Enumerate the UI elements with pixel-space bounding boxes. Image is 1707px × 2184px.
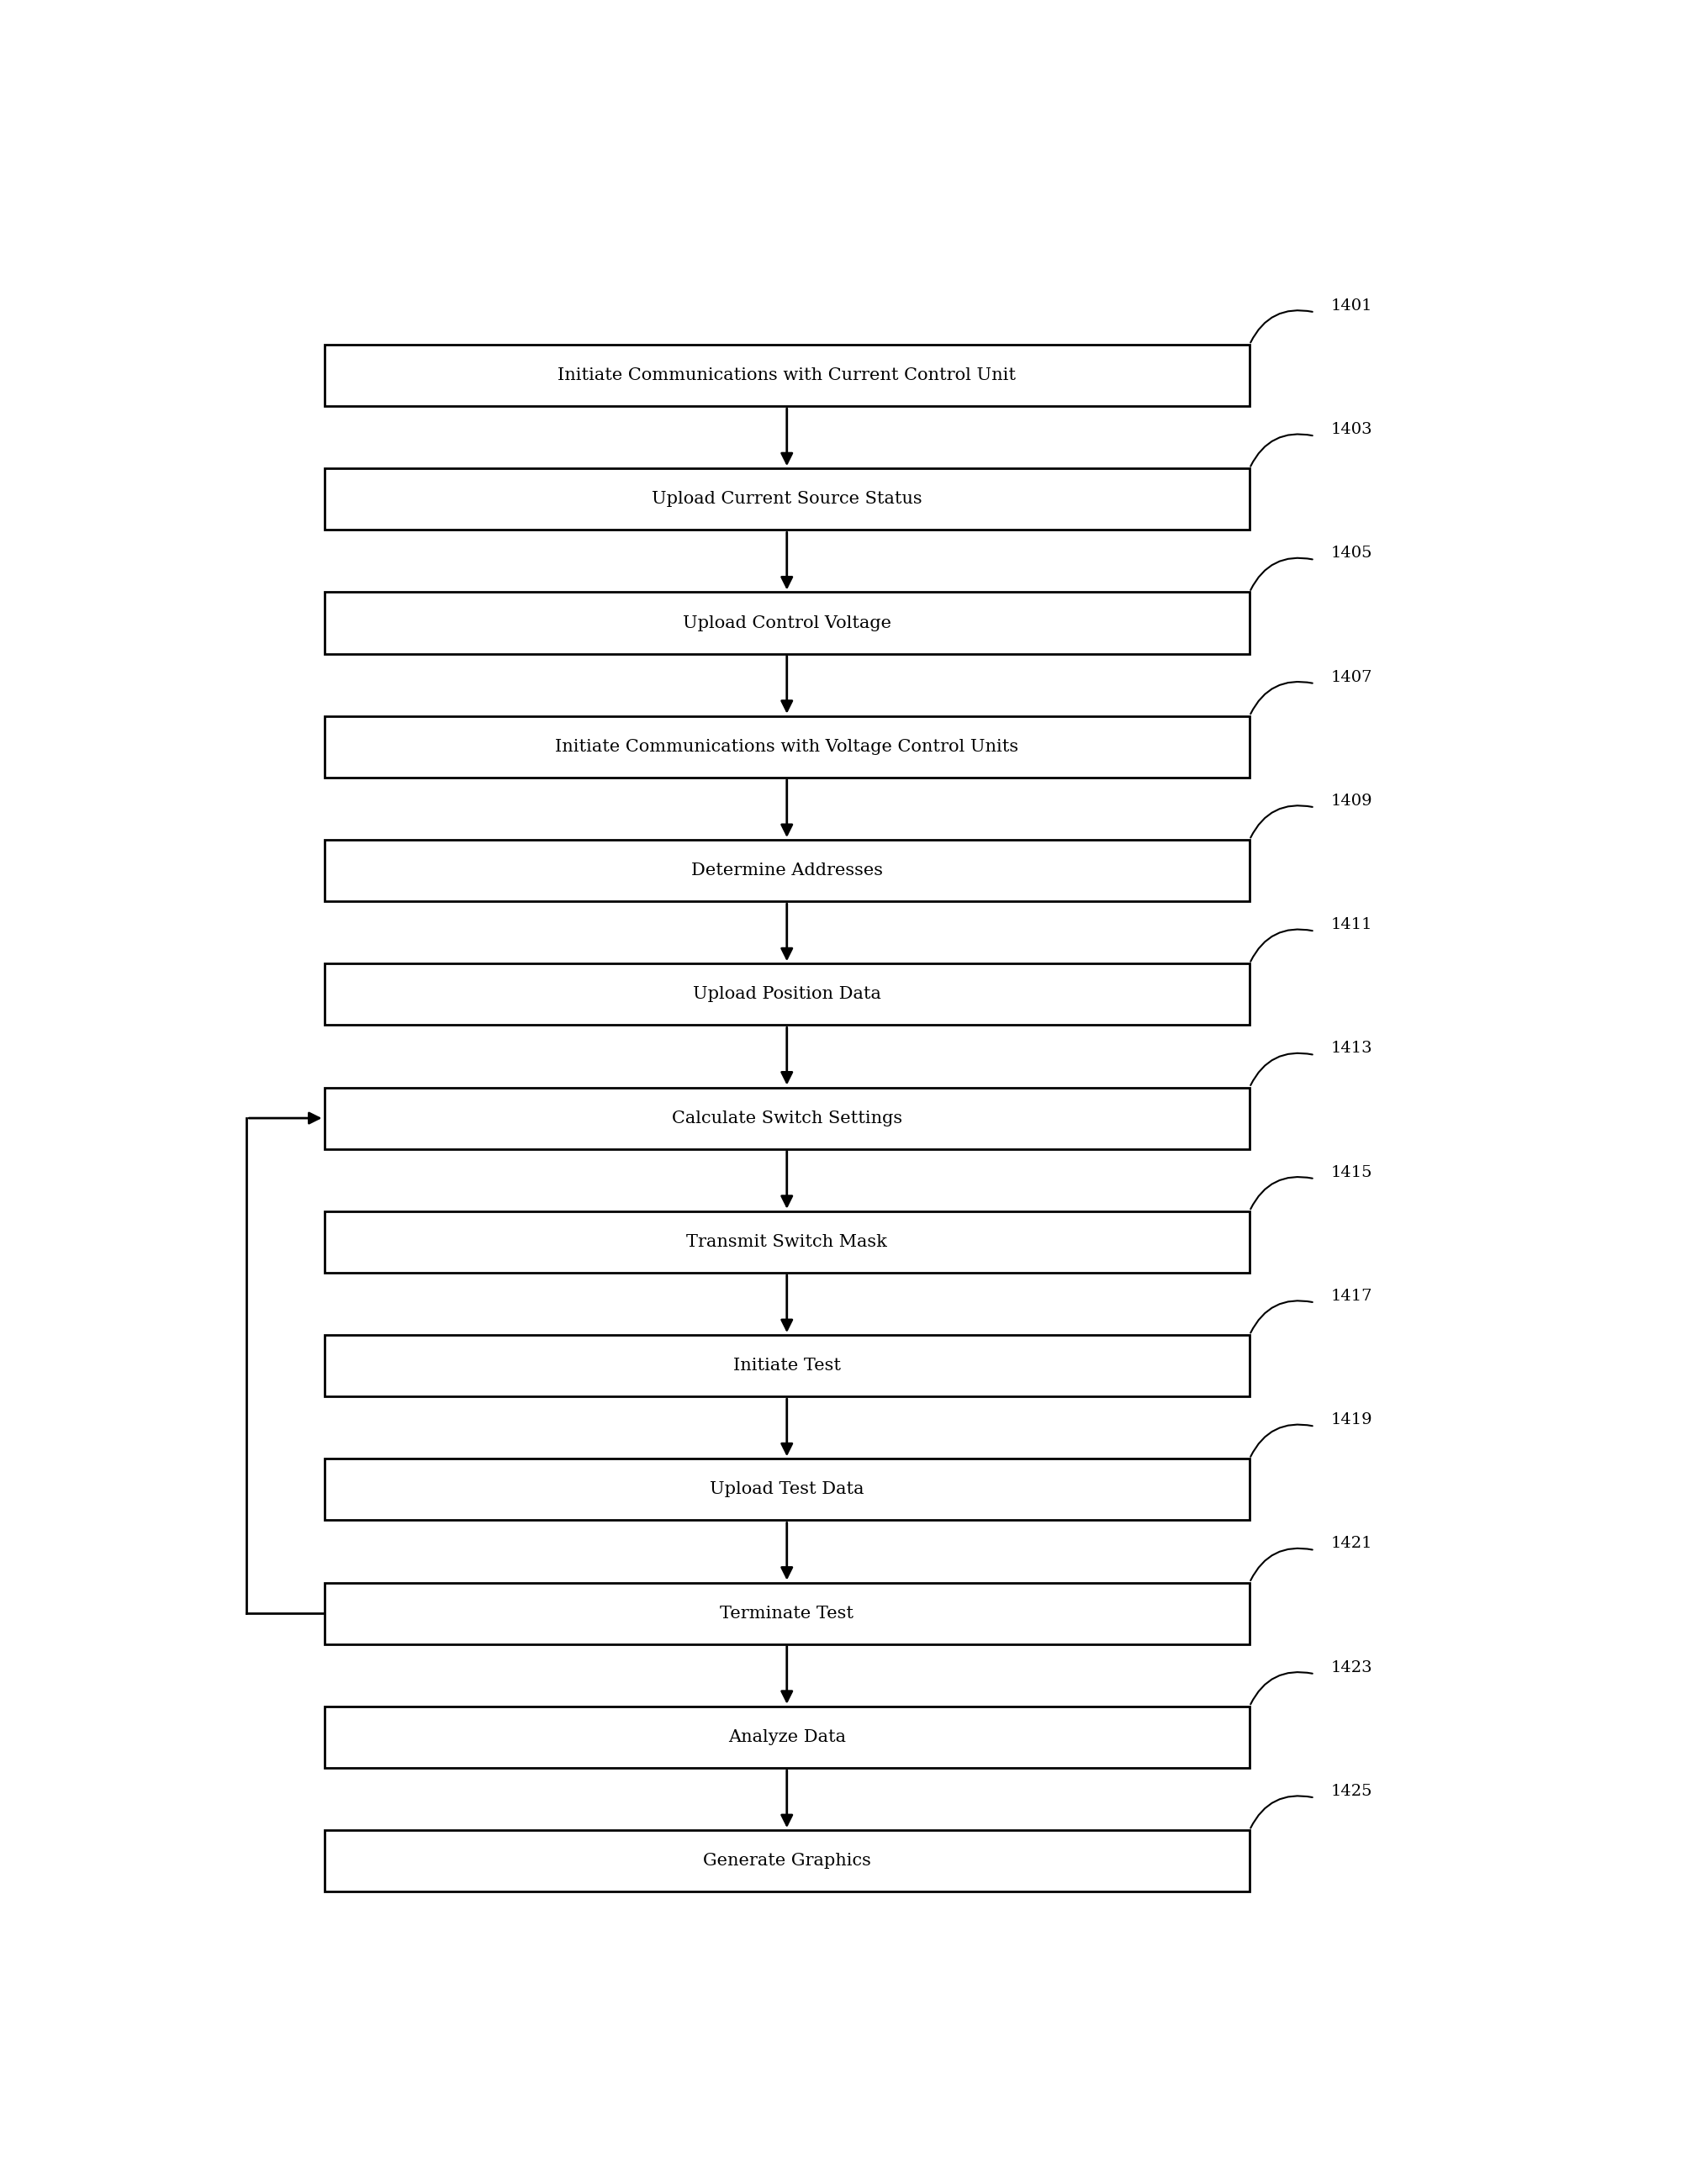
- Text: Determine Addresses: Determine Addresses: [691, 863, 883, 878]
- FancyBboxPatch shape: [324, 841, 1250, 902]
- FancyBboxPatch shape: [324, 467, 1250, 531]
- FancyBboxPatch shape: [324, 1088, 1250, 1149]
- Text: Terminate Test: Terminate Test: [720, 1605, 854, 1621]
- Text: 1425: 1425: [1331, 1784, 1372, 1800]
- Text: Initiate Communications with Voltage Control Units: Initiate Communications with Voltage Con…: [555, 738, 1019, 756]
- Text: 1405: 1405: [1331, 546, 1372, 561]
- Text: Analyze Data: Analyze Data: [727, 1730, 845, 1745]
- FancyBboxPatch shape: [324, 1706, 1250, 1767]
- Text: 1413: 1413: [1331, 1042, 1372, 1057]
- FancyBboxPatch shape: [324, 592, 1250, 653]
- Text: 1409: 1409: [1331, 793, 1372, 808]
- Text: 1403: 1403: [1331, 422, 1372, 437]
- FancyBboxPatch shape: [324, 1334, 1250, 1396]
- Text: 1417: 1417: [1331, 1289, 1372, 1304]
- Text: 1401: 1401: [1331, 299, 1372, 312]
- FancyBboxPatch shape: [324, 1583, 1250, 1645]
- Text: Generate Graphics: Generate Graphics: [703, 1852, 871, 1870]
- FancyBboxPatch shape: [324, 963, 1250, 1024]
- Text: Upload Control Voltage: Upload Control Voltage: [683, 616, 891, 631]
- FancyBboxPatch shape: [324, 1212, 1250, 1273]
- Text: Transmit Switch Mask: Transmit Switch Mask: [686, 1234, 888, 1249]
- Text: 1423: 1423: [1331, 1660, 1372, 1675]
- Text: Upload Position Data: Upload Position Data: [693, 987, 881, 1002]
- Text: 1415: 1415: [1331, 1164, 1372, 1179]
- Text: Calculate Switch Settings: Calculate Switch Settings: [671, 1109, 901, 1127]
- Text: Upload Test Data: Upload Test Data: [710, 1481, 864, 1498]
- FancyBboxPatch shape: [324, 716, 1250, 778]
- FancyBboxPatch shape: [324, 345, 1250, 406]
- Text: 1419: 1419: [1331, 1413, 1372, 1428]
- Text: Upload Current Source Status: Upload Current Source Status: [652, 491, 922, 507]
- FancyBboxPatch shape: [324, 1459, 1250, 1520]
- Text: Initiate Test: Initiate Test: [732, 1358, 840, 1374]
- Text: 1407: 1407: [1331, 670, 1372, 686]
- Text: 1421: 1421: [1331, 1535, 1372, 1551]
- Text: 1411: 1411: [1331, 917, 1372, 933]
- FancyBboxPatch shape: [324, 1830, 1250, 1891]
- Text: Initiate Communications with Current Control Unit: Initiate Communications with Current Con…: [558, 367, 1016, 384]
